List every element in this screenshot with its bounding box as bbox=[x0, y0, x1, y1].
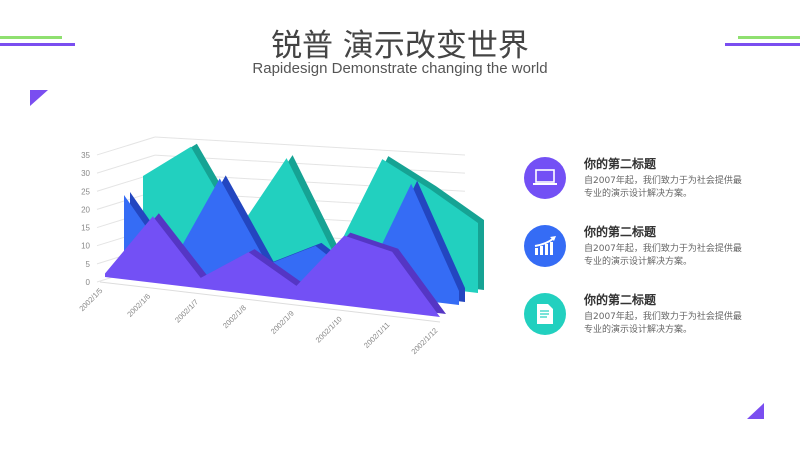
x-tick-label: 2002/1/12 bbox=[409, 326, 439, 356]
gridline-side bbox=[96, 154, 156, 174]
x-tick-label: 2002/1/10 bbox=[314, 315, 344, 345]
y-tick-label: 25 bbox=[81, 187, 90, 196]
feature-title: 你的第二标题 bbox=[584, 293, 657, 307]
x-tick-label: 2002/1/7 bbox=[173, 297, 200, 324]
y-tick-label: 15 bbox=[81, 224, 90, 233]
feature-item: 你的第二标题 自2007年起，我们致力于为社会提供最专业的演示设计解决方案。 bbox=[524, 291, 754, 341]
corner-triangle-top-left bbox=[30, 90, 48, 106]
deco-line-purple-left bbox=[0, 43, 75, 46]
feature-item: 你的第二标题 自2007年起，我们致力于为社会提供最专业的演示设计解决方案。 bbox=[524, 155, 754, 205]
series-area bbox=[105, 216, 440, 317]
x-tick-label: 2002/1/8 bbox=[221, 303, 248, 330]
feature-text: 自2007年起，我们致力于为社会提供最专业的演示设计解决方案。 bbox=[584, 244, 742, 267]
deco-line-green-right bbox=[738, 36, 800, 39]
feature-text: 自2007年起，我们致力于为社会提供最专业的演示设计解决方案。 bbox=[584, 312, 742, 335]
area-chart-3d: 0 5 10 15 20 25 30 35 2002/1/5 2002/1/6 2002/1/7 20… bbox=[77, 136, 484, 356]
deco-line-green-left bbox=[0, 36, 62, 39]
gridline-back bbox=[154, 136, 466, 156]
y-tick-label: 30 bbox=[81, 169, 90, 178]
gridline-back bbox=[154, 154, 466, 174]
y-tick-label: 5 bbox=[86, 260, 91, 269]
x-tick-label: 2002/1/11 bbox=[362, 320, 392, 350]
corner-triangle-bottom-right bbox=[747, 403, 764, 419]
feature-item: 你的第二标题 自2007年起，我们致力于为社会提供最专业的演示设计解决方案。 bbox=[524, 223, 754, 273]
feature-title: 你的第二标题 bbox=[584, 225, 657, 239]
growth-chart-icon bbox=[524, 225, 566, 267]
y-tick-label: 10 bbox=[81, 242, 90, 251]
x-tick-label: 2002/1/6 bbox=[125, 292, 152, 319]
x-tick-label: 2002/1/9 bbox=[269, 309, 296, 336]
y-tick-label: 0 bbox=[86, 278, 91, 287]
gridline-side bbox=[96, 136, 156, 156]
page-title: 锐普 演示改变世界 bbox=[271, 28, 529, 64]
deco-line-purple-right bbox=[725, 43, 800, 46]
feature-text: 自2007年起，我们致力于为社会提供最专业的演示设计解决方案。 bbox=[584, 176, 742, 199]
laptop-icon bbox=[524, 157, 566, 199]
x-tick-label: 2002/1/5 bbox=[77, 286, 104, 313]
y-tick-label: 20 bbox=[81, 205, 90, 214]
page-subtitle: Rapidesign Demonstrate changing the worl… bbox=[252, 60, 548, 77]
feature-title: 你的第二标题 bbox=[584, 157, 657, 171]
x-axis-line bbox=[99, 281, 441, 323]
y-tick-label: 35 bbox=[81, 151, 90, 160]
document-icon bbox=[524, 293, 566, 335]
